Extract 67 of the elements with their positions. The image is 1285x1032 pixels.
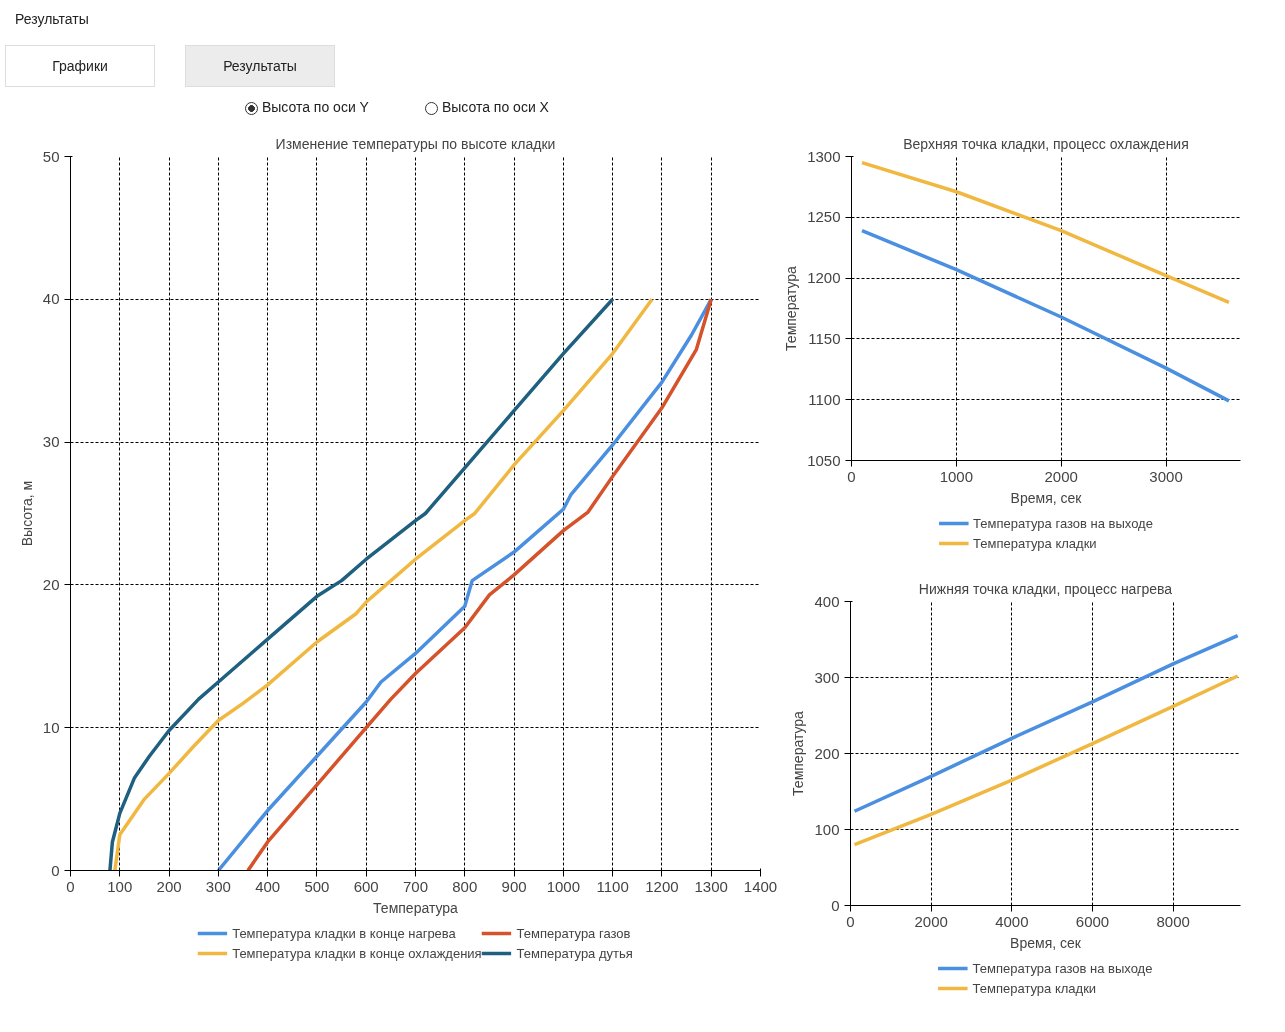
x-tick-label: 1000 [939, 467, 974, 485]
x-axis-title: Температура [373, 899, 459, 916]
y-tick-label: 30 [42, 433, 60, 451]
chart-title: Нижняя точка кладки, процесс нагрева [918, 580, 1173, 597]
x-tick-label: 2000 [1044, 467, 1078, 485]
y-tick-label: 0 [51, 861, 60, 879]
y-tick-label: 10 [42, 718, 60, 736]
y-tick-label: 1150 [808, 329, 841, 347]
x-tick-label: 0 [847, 467, 856, 485]
x-tick-label: 3000 [1149, 467, 1183, 485]
x-axis-title: Время, сек [1010, 934, 1082, 951]
x-axis-title: Время, сек [1010, 489, 1083, 506]
x-tick-label: 1000 [546, 877, 581, 895]
legend-label: Температура газов [516, 925, 631, 941]
text: Результаты [185, 45, 335, 87]
x-tick-label: 800 [452, 877, 478, 895]
x-tick-label: 700 [402, 877, 429, 895]
x-tick-label: 300 [205, 877, 231, 895]
y-tick-label: 40 [42, 290, 60, 308]
x-tick-label: 2000 [914, 912, 948, 930]
x-tick-label: 600 [353, 877, 379, 895]
legend-label: Температура кладки [972, 980, 1097, 996]
text: Результаты [14, 10, 90, 29]
x-tick-label: 100 [107, 877, 133, 895]
legend-label: Температура кладки в конце охлаждения [232, 945, 482, 961]
y-tick-label: 1050 [807, 451, 841, 469]
y-tick-label: 1250 [807, 208, 841, 226]
line-series [860, 228, 1231, 403]
y-tick-label: 1200 [807, 269, 841, 287]
y-tick-label: 1300 [807, 147, 841, 165]
legend-label: Температура дутья [516, 945, 633, 961]
x-tick-label: 400 [255, 877, 281, 895]
y-tick-label: 0 [831, 896, 840, 914]
legend-label: Температура кладки [973, 535, 1097, 551]
y-tick-label: 200 [814, 744, 840, 762]
line-series [860, 160, 1231, 305]
x-tick-label: 900 [501, 877, 527, 895]
y-axis-title: Температура [790, 710, 807, 796]
x-tick-label: 0 [66, 877, 75, 895]
y-tick-label: 20 [42, 575, 60, 593]
x-tick-label: 1100 [596, 877, 629, 895]
y-axis-title: Высота, м [18, 480, 35, 547]
y-tick-label: 100 [814, 820, 840, 838]
line-series [852, 633, 1240, 814]
legend-label: Температура газов на выходе [973, 515, 1153, 531]
x-tick-label: 1200 [645, 877, 679, 895]
y-axis-title: Температура [783, 265, 800, 351]
legend-label: Температура кладки в конце нагрева [232, 925, 456, 941]
x-tick-label: 8000 [1156, 912, 1190, 930]
y-tick-label: 1100 [808, 390, 841, 408]
x-tick-label: 200 [156, 877, 182, 895]
x-tick-label: 1400 [743, 877, 778, 895]
chart-title: Изменение температуры по высоте кладки [275, 135, 556, 152]
legend-label: Температура газов на выходе [972, 960, 1153, 976]
x-tick-label: 500 [304, 877, 330, 895]
x-tick-label: 0 [846, 912, 855, 930]
y-tick-label: 400 [814, 592, 840, 610]
x-tick-label: 6000 [1075, 912, 1110, 930]
text: Графики [5, 45, 155, 87]
x-tick-label: 1300 [694, 877, 728, 895]
chart-title: Верхняя точка кладки, процесс охлаждения [903, 135, 1189, 152]
text: Высота по оси X [440, 98, 549, 117]
x-tick-label: 4000 [995, 912, 1029, 930]
text: Высота по оси Y [260, 98, 369, 117]
y-tick-label: 50 [42, 147, 60, 165]
line-series [852, 674, 1240, 847]
y-tick-label: 300 [814, 668, 840, 686]
